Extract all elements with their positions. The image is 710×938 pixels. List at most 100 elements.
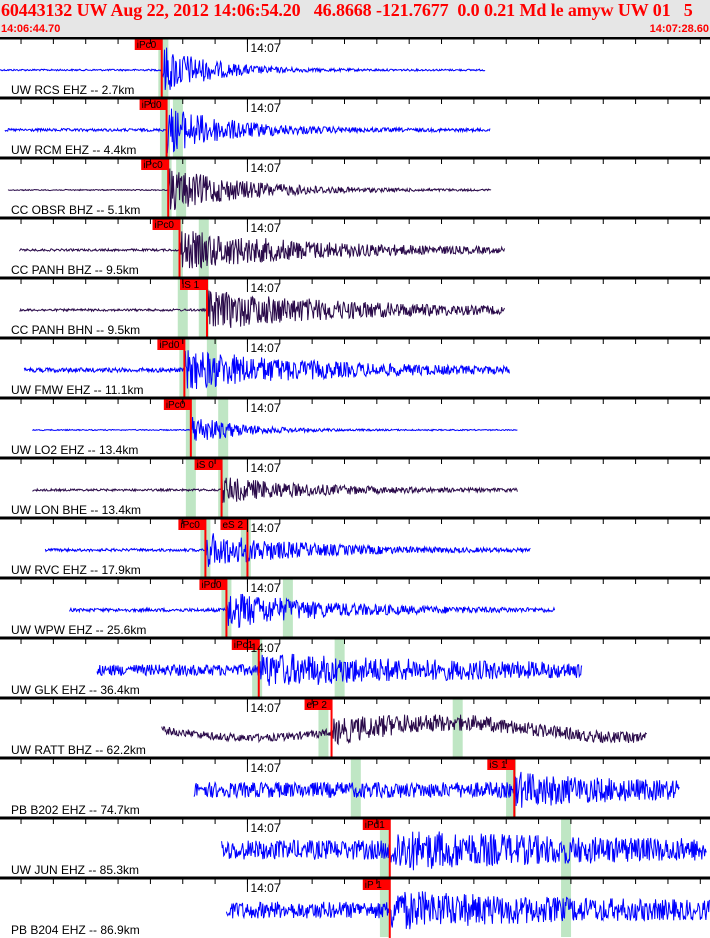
pick-flag[interactable]	[220, 519, 248, 530]
minute-label: 14:07	[250, 401, 280, 415]
pick-label: iS 1	[489, 760, 507, 771]
trace-row[interactable]: iPd0 14:07 UW FMW EHZ -- 11.1km	[0, 336, 710, 398]
trace-row[interactable]: iPd0 14:07 UW WPW EHZ -- 25.6km	[0, 576, 710, 638]
minute-label: 14:07	[250, 821, 280, 835]
phase-window	[561, 818, 572, 877]
pick-label: iPd1	[365, 820, 385, 831]
pick-flag[interactable]	[199, 579, 227, 590]
minute-label: 14:07	[250, 701, 280, 715]
trace-row[interactable]: iP 1 14:07 PB B204 EHZ -- 86.9km	[0, 876, 710, 938]
waveform	[221, 831, 707, 871]
trace-row[interactable]: iS 1 14:07 CC PANH BHN -- 9.5km	[0, 276, 710, 338]
pick-label: iP 1	[365, 880, 382, 891]
waveform	[161, 714, 648, 746]
trace-row[interactable]: iPd0 14:07 UW RCM EHZ -- 4.4km	[0, 96, 710, 158]
event-title: 60443132 UW Aug 22, 2012 14:06:54.20 46.…	[1, 0, 693, 20]
pick-label: iPc0	[137, 40, 157, 51]
minute-label: 14:07	[250, 41, 280, 55]
pick-label: iPc0	[180, 520, 200, 531]
pick-label: iS 1	[182, 280, 200, 291]
phase-window	[177, 278, 188, 337]
pick-label: iPc1	[234, 640, 254, 651]
pick-flag[interactable]	[231, 639, 259, 650]
pick-flag[interactable]	[163, 399, 191, 410]
minute-label: 14:07	[250, 161, 280, 175]
station-label: UW LON BHE -- 13.4km	[11, 503, 141, 517]
pick-flag[interactable]	[362, 819, 390, 830]
station-label: CC PANH BHN -- 9.5km	[11, 323, 140, 337]
station-label: UW FMW EHZ -- 11.1km	[11, 383, 143, 397]
station-label: UW JUN EHZ -- 85.3km	[11, 863, 139, 877]
pick-flag[interactable]	[141, 159, 169, 170]
trace-row[interactable]: iPc0 14:07 UW LO2 EHZ -- 13.4km	[0, 396, 710, 458]
end-time: 14:07:28.60	[649, 23, 709, 35]
trace-row[interactable]: iS 1 14:07 PB B202 EHZ -- 74.7km	[0, 756, 710, 818]
minute-label: 14:07	[250, 101, 280, 115]
trace-row[interactable]: iPd1 14:07 UW JUN EHZ -- 85.3km	[0, 816, 710, 878]
phase-window	[561, 878, 572, 937]
minute-label: 14:07	[250, 521, 280, 535]
trace-row[interactable]: iPc0 14:07 CC OBSR BHZ -- 5.1km	[0, 156, 710, 218]
minute-label: 14:07	[250, 221, 280, 235]
minute-label: 14:07	[250, 581, 280, 595]
minute-label: 14:07	[250, 881, 280, 895]
waveform	[44, 533, 531, 567]
waveform	[7, 168, 492, 210]
phase-window	[318, 698, 329, 757]
station-label: UW RCM EHZ -- 4.4km	[11, 143, 136, 157]
pick-flag[interactable]	[180, 279, 208, 290]
phase-window	[198, 278, 209, 337]
waveform	[18, 231, 505, 269]
minute-label: 14:07	[250, 641, 280, 655]
waveform	[193, 771, 680, 808]
pick-flag[interactable]	[157, 339, 185, 350]
pick-flag[interactable]	[194, 459, 222, 470]
waveform	[23, 350, 510, 390]
pick-label: iPd0	[142, 100, 162, 111]
pick-label: eP 2	[307, 700, 328, 711]
phase-window	[452, 698, 463, 757]
trace-row[interactable]: iS 0 14:07 UW LON BHE -- 13.4km	[0, 456, 710, 518]
phase-window	[159, 98, 170, 157]
station-label: UW RATT BHZ -- 62.2km	[11, 743, 146, 757]
station-label: UW GLK EHZ -- 36.4km	[11, 683, 140, 697]
phase-window	[161, 158, 172, 217]
pick-flag[interactable]	[139, 99, 167, 110]
minute-label: 14:07	[250, 281, 280, 295]
phase-window	[185, 458, 196, 517]
trace-row[interactable]: iPc0 14:07 UW RCS EHZ -- 2.7km	[0, 37, 710, 98]
pick-label: iPd0	[159, 340, 179, 351]
pick-flag[interactable]	[152, 219, 180, 230]
waveform	[225, 891, 710, 930]
trace-row[interactable]: eP 2 14:07 UW RATT BHZ -- 62.2km	[0, 696, 710, 758]
minute-label: 14:07	[250, 341, 280, 355]
pick-label: iPc0	[166, 400, 186, 411]
pick-flag[interactable]	[134, 39, 162, 50]
station-label: UW RVC EHZ -- 17.9km	[11, 563, 141, 577]
event-header: 60443132 UW Aug 22, 2012 14:06:54.20 46.…	[0, 0, 710, 37]
pick-label: iPc0	[155, 220, 175, 231]
pick-flag[interactable]	[487, 759, 515, 770]
phase-window	[172, 218, 183, 277]
pick-label: iPd0	[201, 580, 221, 591]
station-label: CC OBSR BHZ -- 5.1km	[11, 203, 140, 217]
waveform	[69, 593, 556, 629]
trace-row[interactable]: iPc0 eS 2 14:07 UW RVC EHZ -- 17.9km	[0, 516, 710, 578]
waveform	[19, 289, 505, 328]
pick-label: iPc0	[143, 160, 163, 171]
seismogram-panel[interactable]: iPc0 14:07 UW RCS EHZ -- 2.7km iPd0 14:07 UW …	[0, 37, 710, 938]
station-label: PB B204 EHZ -- 86.9km	[11, 923, 140, 937]
pick-label: iS 0	[197, 460, 215, 471]
waveform	[4, 108, 491, 154]
waveform	[96, 653, 583, 686]
trace-row[interactable]: iPc0 14:07 CC PANH BHZ -- 9.5km	[0, 216, 710, 278]
waveform	[32, 477, 518, 503]
station-label: UW WPW EHZ -- 25.6km	[11, 623, 146, 637]
pick-flag[interactable]	[178, 519, 206, 530]
pick-flag[interactable]	[362, 879, 390, 890]
pick-flag[interactable]	[304, 699, 332, 710]
station-label: UW RCS EHZ -- 2.7km	[11, 83, 134, 97]
phase-window	[206, 338, 217, 397]
station-label: UW LO2 EHZ -- 13.4km	[11, 443, 138, 457]
